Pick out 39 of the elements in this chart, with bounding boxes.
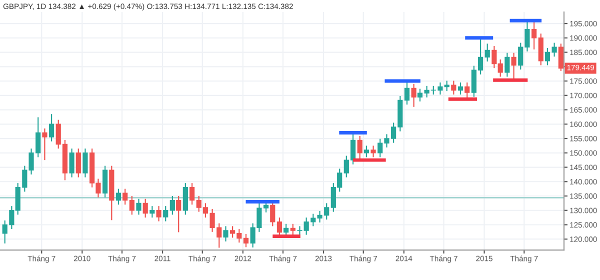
candlestick [142,198,148,218]
candlestick [150,206,155,218]
candlestick [189,182,195,206]
candlestick [170,195,175,216]
candlestick [511,52,516,81]
candlestick [504,52,510,78]
candlestick [122,188,128,206]
candlestick [552,42,557,58]
candlestick [116,188,122,206]
candlestick [136,198,142,216]
candlestick [290,223,296,236]
candlestick [464,82,470,100]
candlestick [276,217,282,237]
candlestick [411,83,416,108]
candlestick [102,165,108,198]
candlestick [458,82,464,96]
candlestick [243,233,249,248]
candlestick [404,80,410,106]
candlestick [357,135,362,161]
candlestick [364,145,370,158]
candlestick [82,148,88,178]
candlestick [531,22,537,50]
candlestick [129,195,134,216]
candlestick [484,43,490,62]
candlestick [48,114,54,142]
candlestick [42,128,48,161]
candlestick [270,201,276,227]
candlestick [182,182,188,216]
candlestick [544,47,550,66]
candlestick [223,226,228,242]
candlestick [284,223,289,236]
candlestick [156,206,162,222]
candlestick [69,148,74,178]
candlestick [76,148,81,178]
candlestick [176,195,182,233]
candlestick [370,145,376,158]
candlestick [538,33,544,66]
candlestick [451,80,456,96]
candlestick [163,206,168,222]
